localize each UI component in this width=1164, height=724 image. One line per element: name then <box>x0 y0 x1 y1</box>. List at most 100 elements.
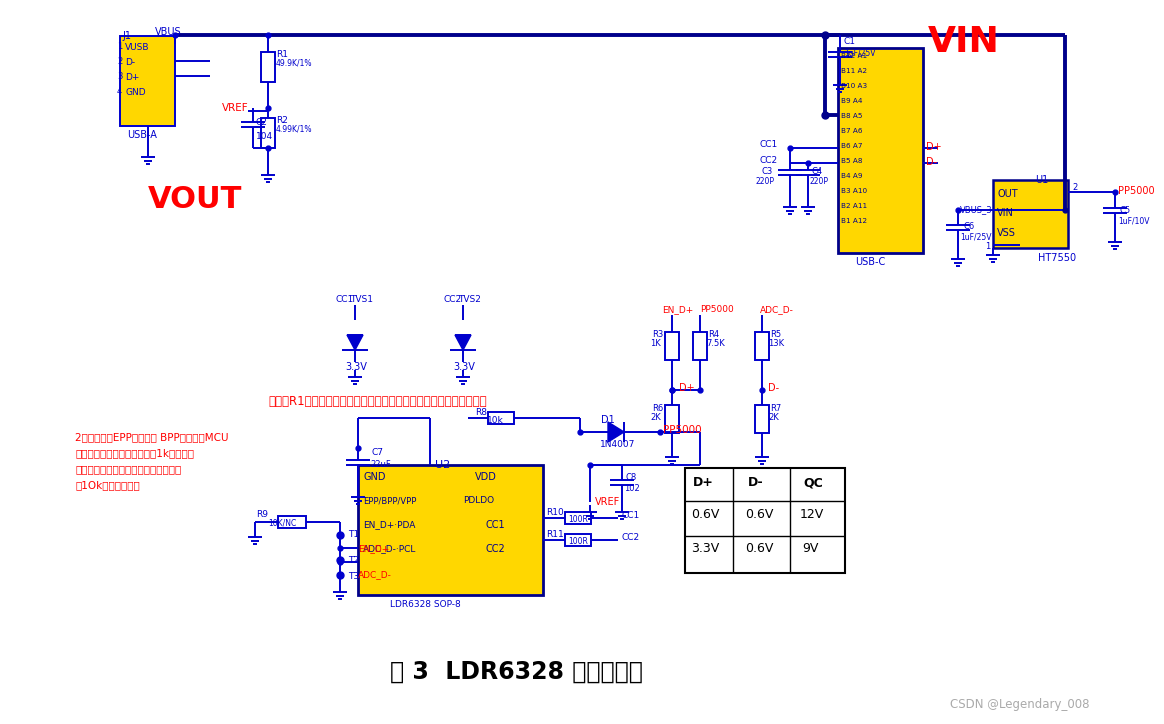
Bar <box>565 534 591 546</box>
Text: C8: C8 <box>626 473 637 482</box>
Text: 2K: 2K <box>650 413 661 422</box>
Bar <box>755 405 769 433</box>
Text: 2: 2 <box>118 57 122 66</box>
Text: GND: GND <box>363 472 385 482</box>
Text: R3: R3 <box>652 330 663 339</box>
Polygon shape <box>347 335 363 350</box>
Text: LDR6328 SOP-8: LDR6328 SOP-8 <box>390 600 461 609</box>
Text: 2引脚拉低为EPP，悬空为 BPP。如果接MCU: 2引脚拉低为EPP，悬空为 BPP。如果接MCU <box>74 432 228 442</box>
Bar <box>488 412 514 424</box>
Text: 1K: 1K <box>650 339 661 348</box>
Text: C5: C5 <box>1120 206 1131 215</box>
Bar <box>359 465 542 595</box>
Polygon shape <box>455 335 471 350</box>
Text: 1: 1 <box>118 42 122 51</box>
Text: EN_D+·PDA: EN_D+·PDA <box>363 520 416 529</box>
Text: 3: 3 <box>118 72 122 81</box>
Text: VDD: VDD <box>475 472 497 482</box>
Text: R4: R4 <box>708 330 719 339</box>
Text: TVS1: TVS1 <box>350 295 372 304</box>
Text: 1uF/25V: 1uF/25V <box>960 233 992 242</box>
Text: 7.5K: 7.5K <box>707 339 725 348</box>
Text: TVS2: TVS2 <box>457 295 481 304</box>
Text: GND: GND <box>125 88 146 97</box>
Text: 49.9K/1%: 49.9K/1% <box>276 58 312 67</box>
Text: 3.3V: 3.3V <box>345 362 367 372</box>
Text: ADC_D-·PCL: ADC_D-·PCL <box>363 544 417 553</box>
Text: B4 A9: B4 A9 <box>842 173 863 179</box>
Text: 隔离。如果用电阴来配置，下拉时建议: 隔离。如果用电阴来配置，下拉时建议 <box>74 464 182 474</box>
Text: D-: D- <box>125 58 135 67</box>
Text: VUSB: VUSB <box>125 43 149 52</box>
Text: 100R: 100R <box>568 515 588 524</box>
Text: USB-A: USB-A <box>127 130 157 140</box>
Text: B11 A2: B11 A2 <box>842 68 867 74</box>
Text: B5 A8: B5 A8 <box>842 158 863 164</box>
Text: T1: T1 <box>348 530 360 539</box>
Bar <box>278 516 306 528</box>
Text: 10k: 10k <box>487 416 504 425</box>
Bar <box>261 118 275 148</box>
Text: VIN: VIN <box>928 25 1000 59</box>
Text: C1: C1 <box>844 37 856 46</box>
Text: 1: 1 <box>985 242 991 251</box>
Bar <box>693 332 707 360</box>
Text: 104: 104 <box>256 132 274 141</box>
Text: R11: R11 <box>546 530 563 539</box>
Text: 1N4007: 1N4007 <box>599 440 636 449</box>
Text: R7: R7 <box>771 404 781 413</box>
Text: B10 A3: B10 A3 <box>842 83 867 89</box>
Text: D1: D1 <box>601 415 615 425</box>
Text: U2: U2 <box>435 460 450 470</box>
Text: B12 A1: B12 A1 <box>842 53 867 59</box>
Text: 13K: 13K <box>768 339 785 348</box>
Text: 3.3V: 3.3V <box>453 362 475 372</box>
Text: 3.3V: 3.3V <box>691 542 719 555</box>
Text: QC: QC <box>803 476 823 489</box>
Text: D-: D- <box>927 157 937 167</box>
Text: VBUS_3: VBUS_3 <box>960 205 993 214</box>
Text: 4.99K/1%: 4.99K/1% <box>276 124 312 133</box>
Text: R1: R1 <box>276 50 288 59</box>
Text: C6: C6 <box>963 222 974 231</box>
Text: J1: J1 <box>122 31 132 41</box>
Text: VSS: VSS <box>998 228 1016 238</box>
Text: 0.6V: 0.6V <box>745 508 773 521</box>
Text: VREF: VREF <box>222 103 249 113</box>
Text: HT7550: HT7550 <box>1038 253 1077 263</box>
Text: C3: C3 <box>762 167 773 176</box>
Bar <box>838 48 923 253</box>
Text: VOUT: VOUT <box>148 185 242 214</box>
Bar <box>993 180 1069 248</box>
Text: R2: R2 <box>276 116 288 125</box>
Text: D+: D+ <box>679 383 695 393</box>
Text: C4: C4 <box>812 167 823 176</box>
Text: T3: T3 <box>348 572 360 581</box>
Text: B9 A4: B9 A4 <box>842 98 863 104</box>
Text: D-: D- <box>748 476 764 489</box>
Text: ADC_D-: ADC_D- <box>760 305 794 314</box>
Text: 2K: 2K <box>768 413 779 422</box>
Text: B6 A7: B6 A7 <box>842 143 863 149</box>
Text: VREF: VREF <box>595 497 620 507</box>
Text: USB-C: USB-C <box>856 257 886 267</box>
Text: EN_D+: EN_D+ <box>662 305 694 314</box>
Text: 10K/NC: 10K/NC <box>268 518 297 527</box>
Text: CSDN @Legendary_008: CSDN @Legendary_008 <box>950 698 1090 711</box>
Text: PP5000: PP5000 <box>700 305 733 314</box>
Text: C2: C2 <box>256 118 268 127</box>
Text: 12V: 12V <box>800 508 824 521</box>
Text: 引脚来配置，建议两个引脚用1k电阴进行: 引脚来配置，建议两个引脚用1k电阴进行 <box>74 448 194 458</box>
Polygon shape <box>608 422 624 442</box>
Text: EPP/BPP/VPP: EPP/BPP/VPP <box>363 496 417 505</box>
Text: R8: R8 <box>475 408 487 417</box>
Text: CC2: CC2 <box>443 295 462 304</box>
Bar <box>665 332 679 360</box>
Text: R6: R6 <box>652 404 663 413</box>
Text: CC2: CC2 <box>760 156 778 165</box>
Text: T2: T2 <box>348 556 359 565</box>
Text: 100R: 100R <box>568 537 588 546</box>
Bar <box>684 468 845 573</box>
Text: OUT: OUT <box>998 189 1017 199</box>
Text: D+: D+ <box>125 73 140 82</box>
